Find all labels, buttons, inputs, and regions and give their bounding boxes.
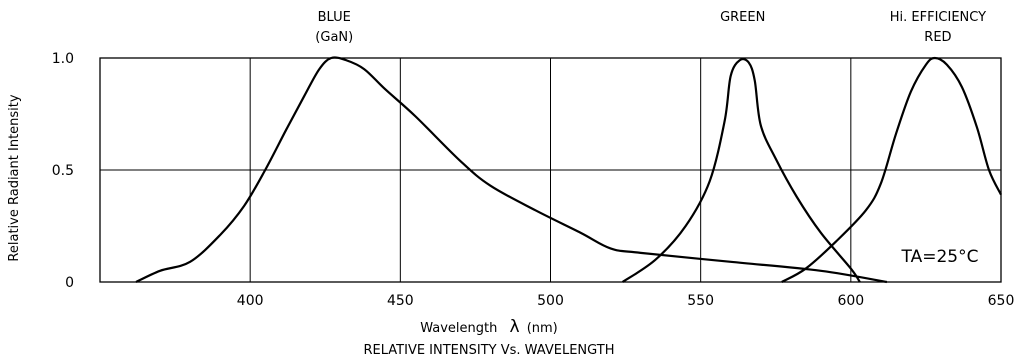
tick-labels: 400 450 500 550 600 650 0 0.5 1.0 — [52, 51, 1015, 309]
series-label-blue-gan: (GaN) — [315, 30, 353, 45]
y-tick-label: 0 — [65, 275, 74, 291]
x-axis-label-symbol: λ — [510, 317, 520, 337]
x-tick-label: 600 — [837, 293, 864, 309]
x-tick-label: 400 — [237, 293, 264, 309]
y-axis-label: Relative Radiant Intensity — [7, 94, 22, 261]
grid — [100, 58, 1001, 282]
x-tick-label: 550 — [687, 293, 714, 309]
plot-frame — [99, 57, 1002, 283]
chart-title: RELATIVE INTENSITY Vs. WAVELENGTH — [364, 343, 615, 358]
x-tick-label: 650 — [988, 293, 1015, 309]
x-axis-label-text: Wavelength — [420, 321, 497, 336]
series-label-green: GREEN — [720, 10, 765, 25]
y-tick-label: 1.0 — [52, 51, 74, 67]
x-axis-label: Wavelength λ (nm) — [420, 317, 558, 337]
condition-annotation: TA=25°C — [901, 247, 979, 267]
x-tick-label: 500 — [537, 293, 564, 309]
curve-labels: BLUE (GaN) GREEN Hi. EFFICIENCY RED — [315, 10, 986, 45]
y-tick-label: 0.5 — [52, 163, 74, 179]
series-label-blue-gan: BLUE — [318, 10, 351, 25]
x-tick-label: 450 — [387, 293, 414, 309]
series-layer — [135, 56, 1002, 284]
series-line-blue-gan — [135, 56, 888, 284]
series-line-green — [621, 57, 861, 283]
series-label-hi-efficiency-red: Hi. EFFICIENCY — [890, 10, 986, 25]
x-axis-label-unit: (nm) — [527, 321, 558, 336]
series-line-hi-efficiency-red — [781, 56, 1002, 283]
series-label-hi-efficiency-red: RED — [924, 30, 951, 45]
